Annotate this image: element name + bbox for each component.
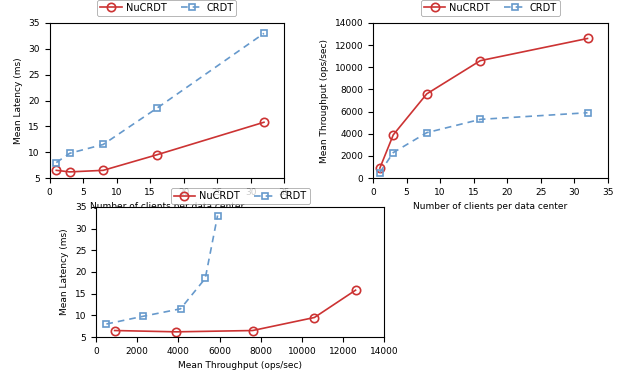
X-axis label: Number of clients per data center: Number of clients per data center: [414, 202, 567, 211]
Legend: NuCRDT, CRDT: NuCRDT, CRDT: [97, 0, 236, 16]
X-axis label: Number of clients per data center: Number of clients per data center: [90, 202, 244, 211]
Y-axis label: Mean Throughput (ops/sec): Mean Throughput (ops/sec): [320, 39, 329, 162]
Y-axis label: Mean Latency (ms): Mean Latency (ms): [60, 229, 69, 315]
Legend: NuCRDT, CRDT: NuCRDT, CRDT: [421, 0, 560, 16]
X-axis label: Mean Throughput (ops/sec): Mean Throughput (ops/sec): [179, 361, 303, 370]
Legend: NuCRDT, CRDT: NuCRDT, CRDT: [171, 188, 309, 204]
Y-axis label: Mean Latency (ms): Mean Latency (ms): [14, 57, 23, 144]
